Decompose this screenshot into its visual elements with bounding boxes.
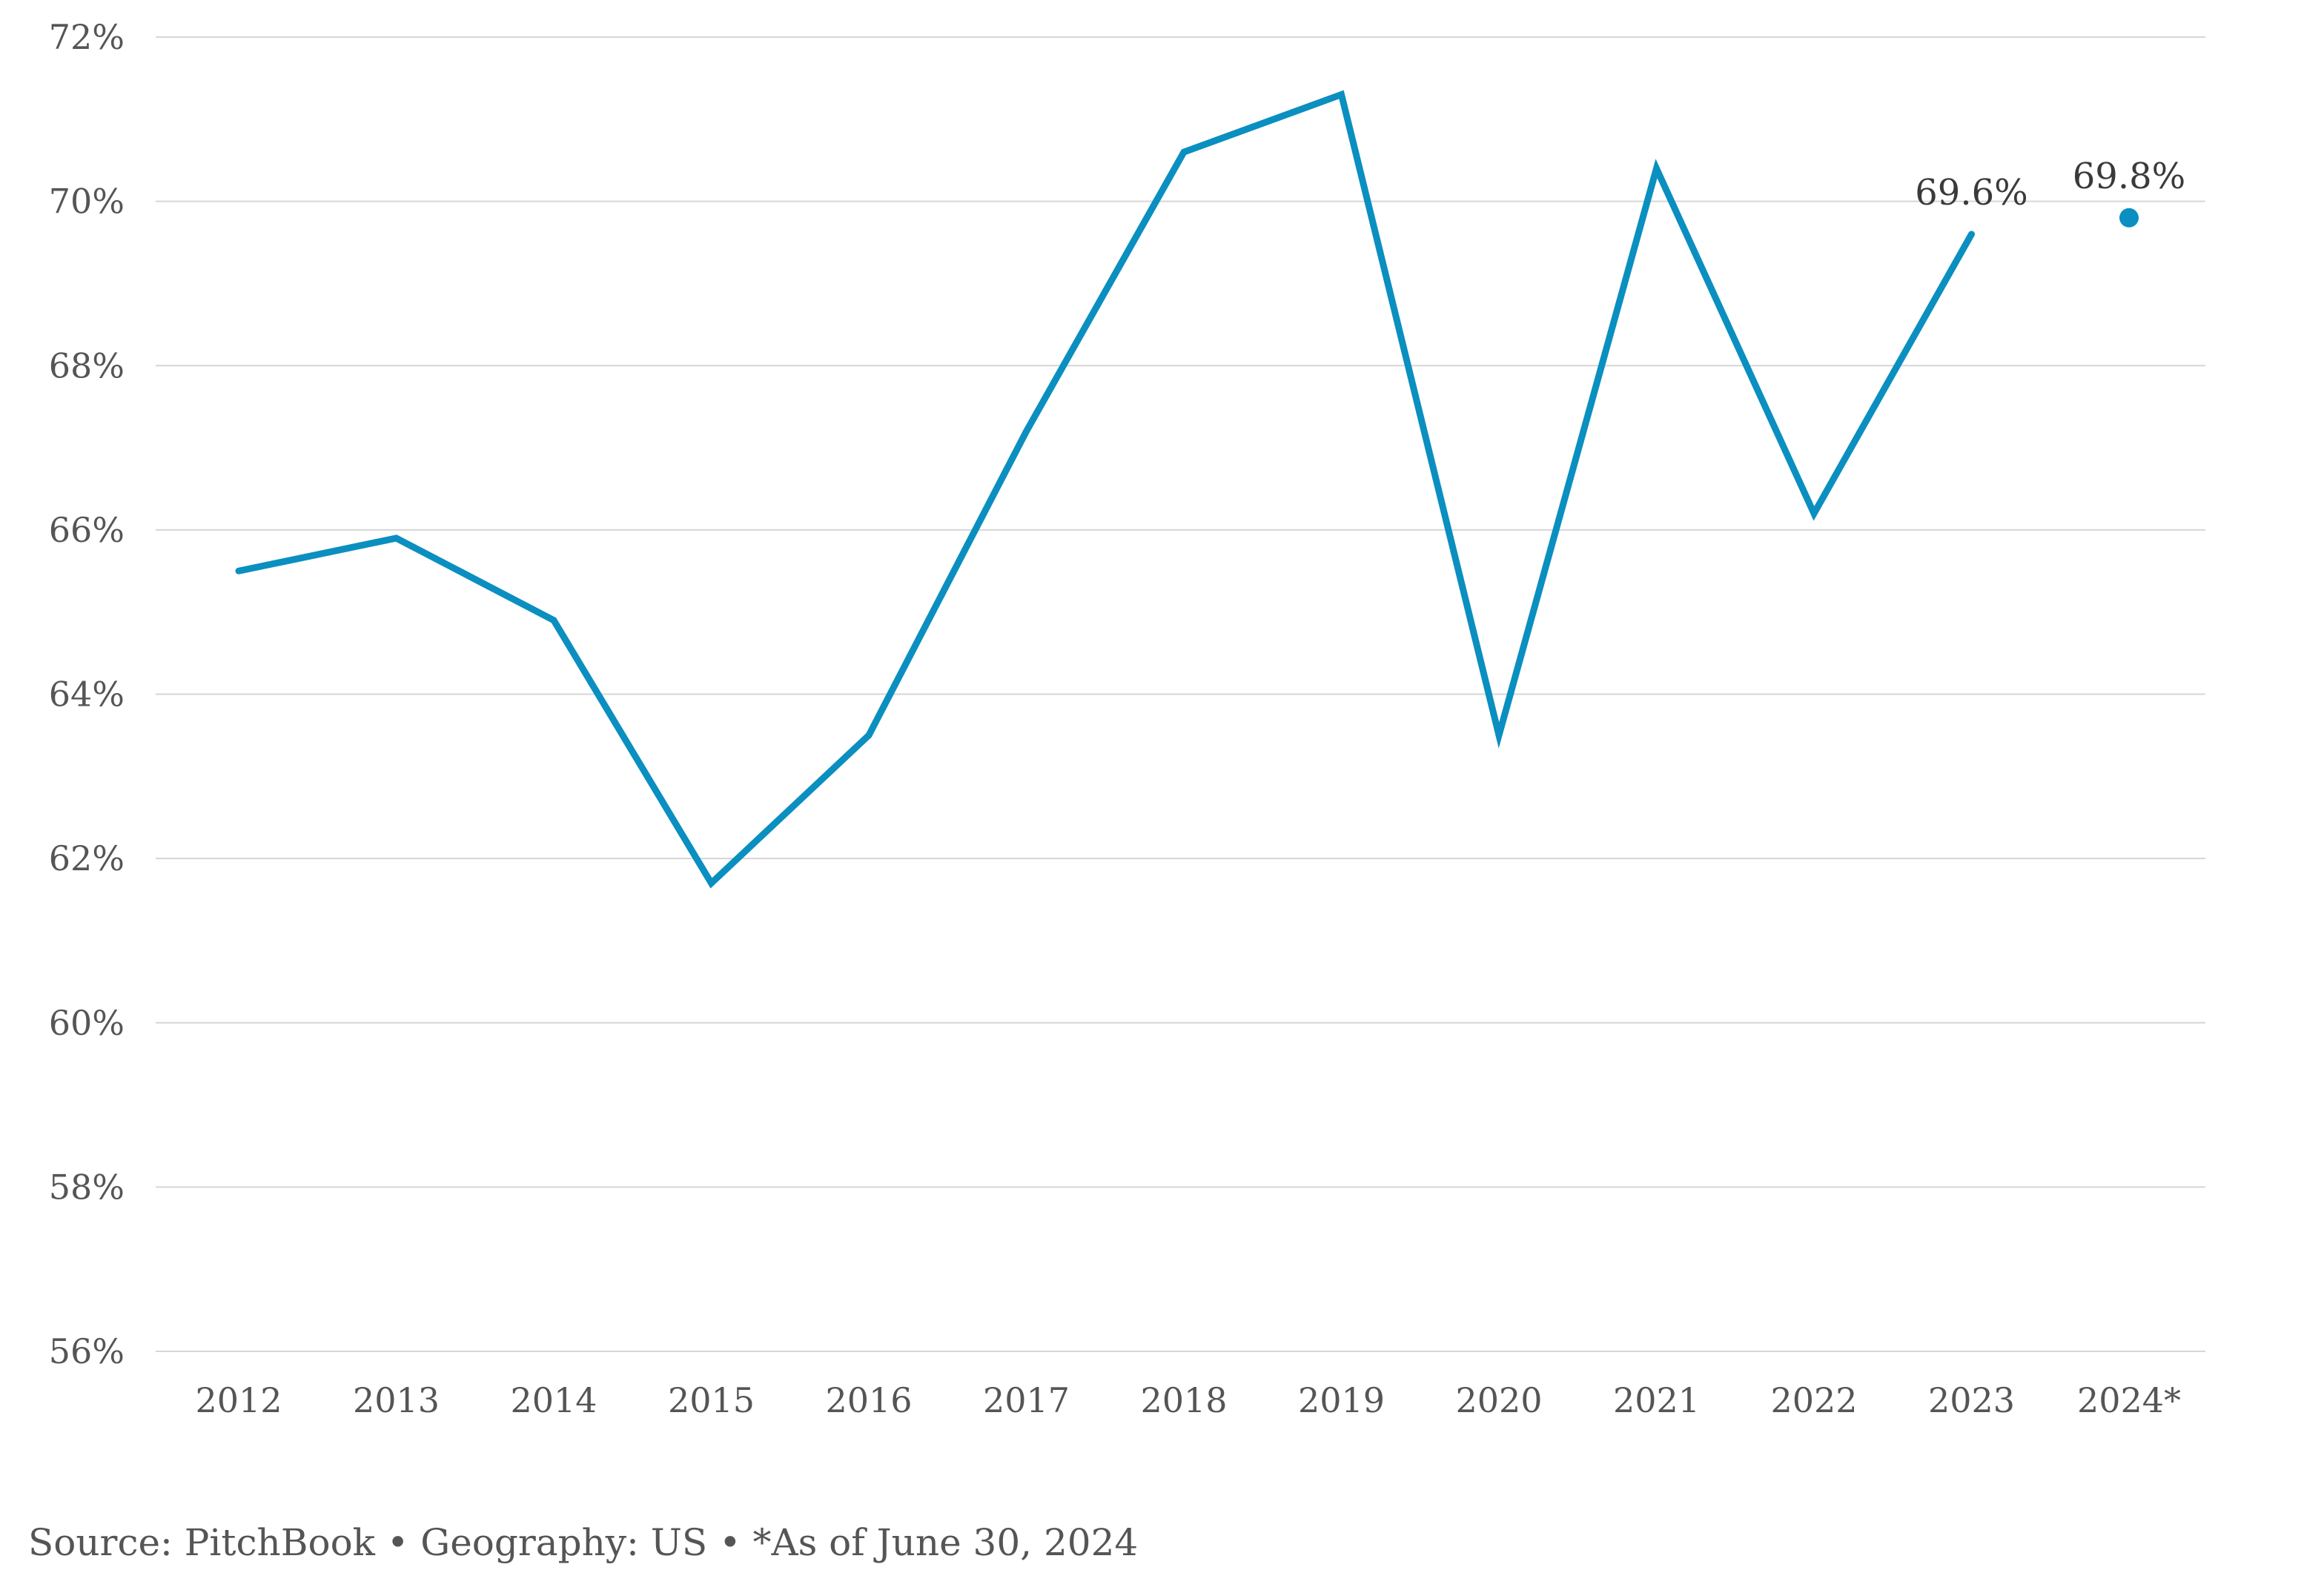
source-note: Source: PitchBook • Geography: US • *As … (28, 1521, 1139, 1564)
y-tick-label: 58% (49, 1167, 125, 1207)
y-tick-label: 66% (49, 510, 125, 550)
x-tick-label: 2016 (825, 1380, 912, 1420)
x-tick-label: 2013 (353, 1380, 440, 1420)
x-tick-label: 2021 (1613, 1380, 1700, 1420)
x-axis-tick-labels: 2012 2013 2014 2015 2016 2017 2018 2019 2020 2021… (195, 1380, 2181, 1420)
x-tick-label: 2020 (1455, 1380, 1542, 1420)
series-line (235, 90, 1975, 889)
x-tick-label: 2017 (983, 1380, 1070, 1420)
data-label: 69.6% (1915, 172, 2027, 213)
x-tick-label: 2023 (1928, 1380, 2015, 1420)
x-tick-label: 2024* (2077, 1380, 2181, 1420)
y-tick-label: 72% (49, 17, 125, 57)
y-axis-tick-labels: 56% 58% 60% 62% 64% 66% 68% 70% 72% (49, 17, 125, 1371)
x-tick-label: 2012 (195, 1380, 282, 1420)
y-tick-label: 68% (49, 345, 125, 385)
x-tick-label: 2015 (668, 1380, 755, 1420)
y-tick-label: 60% (49, 1003, 125, 1043)
x-tick-label: 2018 (1140, 1380, 1227, 1420)
y-tick-label: 62% (49, 838, 125, 878)
y-tick-label: 64% (49, 675, 125, 715)
x-tick-label: 2019 (1298, 1380, 1385, 1420)
series-group (235, 90, 2139, 889)
data-label: 69.8% (2073, 156, 2185, 197)
x-tick-label: 2014 (510, 1380, 597, 1420)
y-tick-label: 56% (49, 1331, 125, 1371)
gridlines (156, 36, 2205, 1352)
x-tick-label: 2022 (1770, 1380, 1857, 1420)
y-tick-label: 70% (49, 182, 125, 222)
data-labels: 69.6% 69.8% (1915, 156, 2185, 213)
data-point-2024 (2119, 208, 2139, 228)
